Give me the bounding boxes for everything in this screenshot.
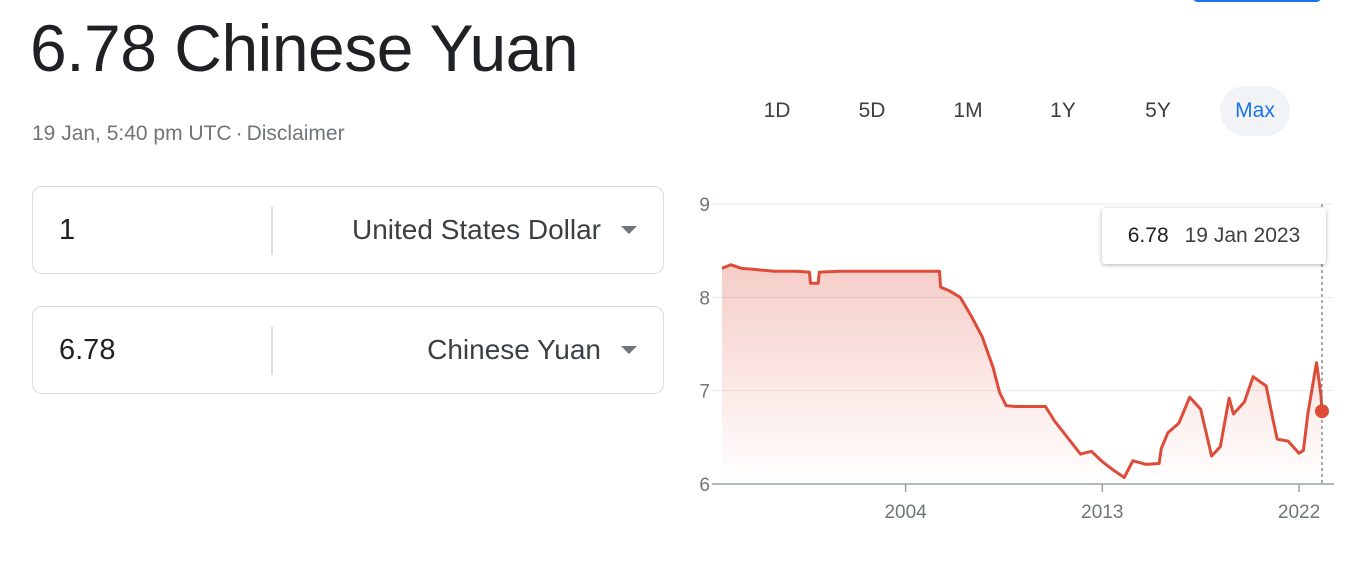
range-tabs: 1D 5D 1M 1Y 5Y Max: [730, 86, 1310, 136]
to-amount-input[interactable]: 6.78: [59, 333, 116, 366]
box-divider: [271, 207, 273, 255]
current-value-dot: [1314, 404, 1329, 419]
box-divider: [271, 327, 273, 375]
tab-1y[interactable]: 1Y: [1050, 99, 1076, 122]
to-currency-label: Chinese Yuan: [427, 334, 601, 365]
from-currency-select[interactable]: United States Dollar: [352, 187, 637, 273]
tab-max[interactable]: Max: [1220, 86, 1290, 136]
series-line: [721, 263, 1324, 479]
from-currency-box: 1 United States Dollar: [32, 186, 664, 274]
to-currency-box: 6.78 Chinese Yuan: [32, 306, 664, 394]
top-button-edge[interactable]: [1192, 0, 1322, 2]
tooltip-value: 6.78: [1127, 224, 1169, 247]
y-tick-label: 6: [699, 475, 710, 496]
to-currency-select[interactable]: Chinese Yuan: [427, 307, 637, 393]
disclaimer-link[interactable]: Disclaimer: [246, 122, 345, 145]
from-currency-label: United States Dollar: [351, 214, 601, 245]
y-tick-label: 9: [699, 195, 710, 216]
caret-down-icon: [621, 226, 637, 234]
tab-5d[interactable]: 5D: [858, 99, 886, 122]
timestamp: 19 Jan, 5:40 pm UTC: [32, 122, 232, 145]
caret-down-icon: [621, 346, 637, 354]
y-tick-label: 8: [699, 288, 710, 309]
x-tick-label: 2022: [1278, 502, 1320, 523]
timestamp-line: 19 Jan, 5:40 pm UTC · Disclaimer: [32, 122, 345, 146]
chart-tooltip: 6.78 19 Jan 2023: [1102, 208, 1326, 264]
x-tick-label: 2013: [1081, 502, 1123, 523]
tab-1m[interactable]: 1M: [953, 99, 983, 122]
y-tick-label: 7: [699, 382, 710, 403]
from-amount-input[interactable]: 1: [59, 213, 76, 246]
tab-5y[interactable]: 5Y: [1145, 99, 1171, 122]
page-title: 6.78 Chinese Yuan: [30, 11, 579, 85]
x-tick-label: 2004: [884, 502, 927, 523]
tooltip-date: 19 Jan 2023: [1184, 224, 1301, 247]
separator-dot: ·: [235, 122, 243, 145]
tab-1d[interactable]: 1D: [763, 99, 791, 122]
